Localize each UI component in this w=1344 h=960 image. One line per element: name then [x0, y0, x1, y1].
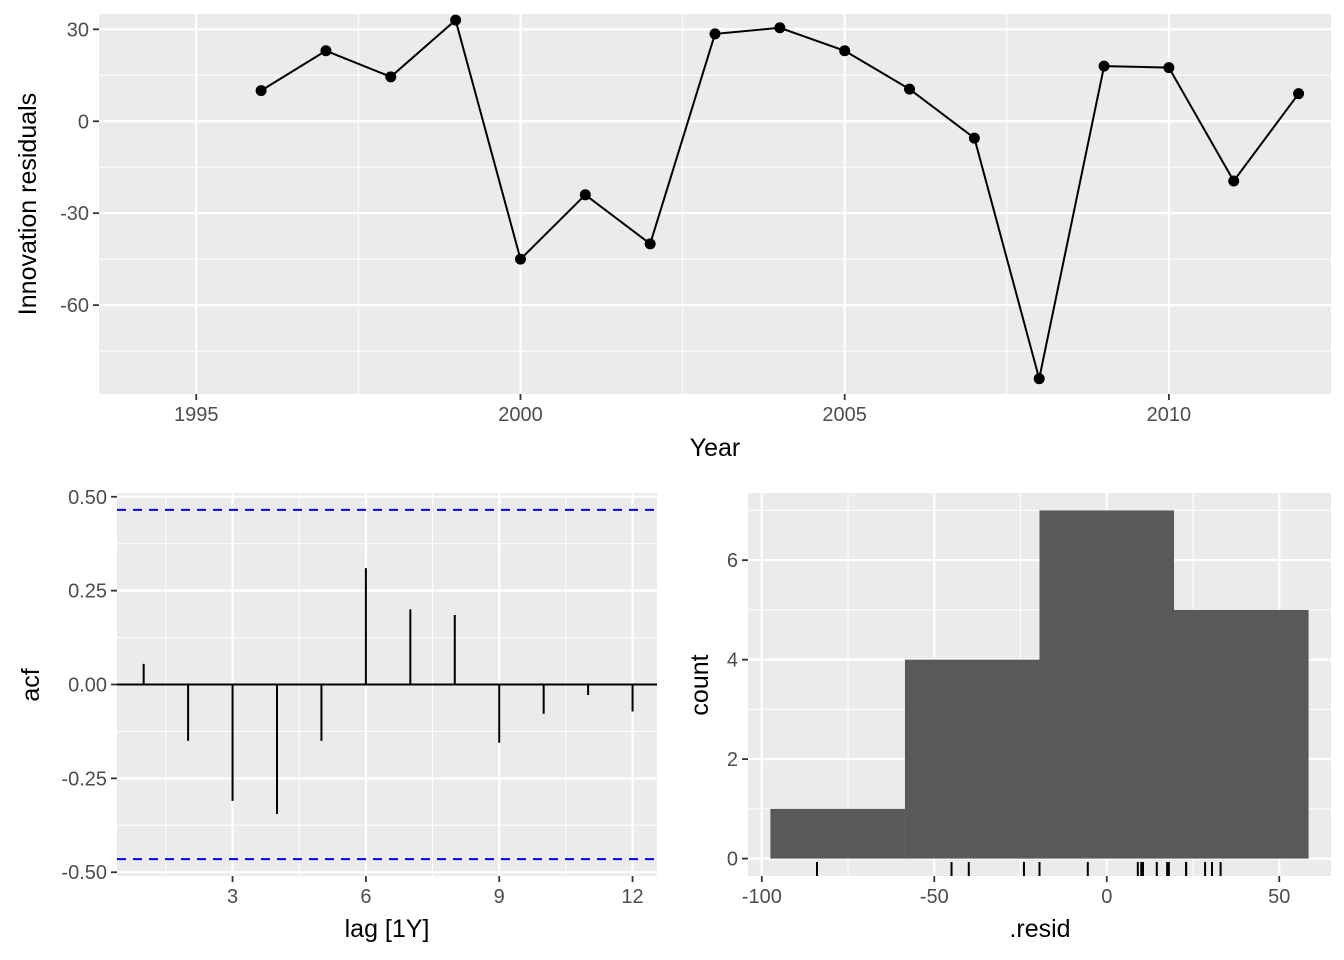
residual-point [385, 71, 397, 83]
residual-point [450, 14, 462, 26]
residual-point [968, 132, 980, 144]
residual-point [579, 189, 591, 201]
acf-y-tick-label: -0.50 [61, 862, 107, 884]
residuals-y-tick-label: -30 [60, 203, 89, 225]
residual-point [1163, 62, 1175, 74]
residuals-x-tick-label: 2000 [498, 404, 543, 426]
histogram-y-tick-label: 0 [727, 849, 738, 871]
histogram-x-tick-label: -50 [920, 886, 949, 908]
histogram-x-tick-label: -100 [742, 886, 782, 908]
residuals-x-tick-label: 2005 [822, 404, 867, 426]
residual-point [514, 253, 526, 265]
acf-x-tick-label: 12 [621, 886, 643, 908]
residuals-y-tick-label: -60 [60, 295, 89, 317]
residual-point [644, 238, 656, 250]
residual-point [904, 83, 916, 95]
histogram-y-tick-label: 2 [727, 749, 738, 771]
histogram-y-axis-label: count [686, 654, 714, 715]
residual-point [1033, 373, 1045, 385]
residual-point [255, 85, 267, 97]
residual-histogram: -100 -50 0 50 0 2 4 6 .resid count [686, 493, 1331, 943]
acf-x-tick-label: 3 [227, 886, 238, 908]
residuals-time-plot: 1995 2000 2005 2010 -60 -30 0 30 Year Innovatio… [14, 14, 1331, 462]
residuals-panel-background [99, 14, 1331, 394]
residuals-y-tick-label: 30 [67, 19, 89, 41]
acf-x-tick-label: 9 [494, 886, 505, 908]
acf-axis-ticks: 3 6 9 12 -0.50 -0.25 0.00 0.25 0.50 [61, 487, 643, 908]
histogram-x-tick-label: 50 [1268, 886, 1290, 908]
histogram-x-axis-label: .resid [1009, 915, 1070, 943]
residuals-x-tick-label: 1995 [174, 404, 219, 426]
residual-point [839, 45, 851, 57]
residuals-gridlines [99, 14, 1331, 394]
residuals-series [255, 14, 1305, 385]
residual-point [320, 45, 332, 57]
histogram-bar [1039, 510, 1175, 859]
residuals-x-axis-label: Year [690, 434, 741, 462]
histogram-axis-ticks: -100 -50 0 50 0 2 4 6 [727, 550, 1291, 908]
histogram-y-tick-label: 4 [727, 650, 738, 672]
residuals-x-tick-label: 2010 [1147, 404, 1192, 426]
acf-series [117, 508, 657, 861]
residuals-axis-ticks: 1995 2000 2005 2010 -60 -30 0 30 [60, 19, 1191, 426]
histogram-bar [770, 808, 905, 859]
histogram-bar [904, 659, 1040, 859]
histogram-x-tick-label: 0 [1101, 886, 1112, 908]
acf-x-axis-label: lag [1Y] [345, 915, 430, 943]
acf-y-axis-label: acf [17, 668, 45, 701]
acf-y-tick-label: 0.00 [68, 675, 107, 697]
acf-x-tick-label: 6 [360, 886, 371, 908]
histogram-bar [1174, 609, 1309, 859]
acf-y-tick-label: 0.25 [68, 581, 107, 603]
histogram-y-tick-label: 6 [727, 550, 738, 572]
acf-y-tick-label: -0.25 [61, 768, 107, 790]
residual-point [709, 28, 721, 40]
residual-point [1228, 175, 1240, 187]
residuals-y-tick-label: 0 [78, 111, 89, 133]
residual-point [1293, 88, 1305, 100]
acf-y-tick-label: 0.50 [68, 487, 107, 509]
histogram-series [770, 510, 1309, 876]
residual-point [1098, 60, 1110, 72]
residuals-y-axis-label: Innovation residuals [14, 93, 42, 315]
residual-point [774, 22, 786, 34]
acf-plot: 3 6 9 12 -0.50 -0.25 0.00 0.25 0.50 lag [1Y] acf [17, 487, 657, 943]
